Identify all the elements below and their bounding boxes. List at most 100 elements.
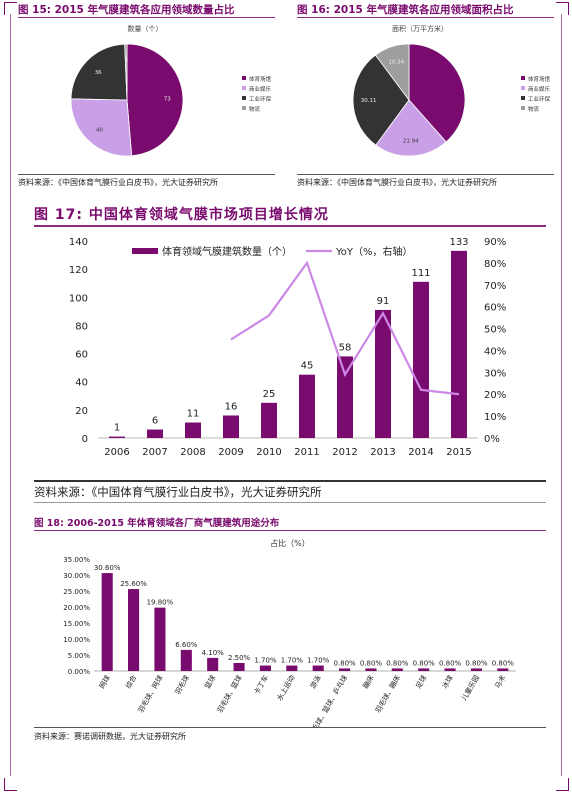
fig15-title: 图 15: 2015 年气膜建筑各应用领域数量占比 xyxy=(18,4,235,16)
fig17-x-tick: 2007 xyxy=(142,447,167,458)
fig18-title: 图 18: 2006-2015 年体育领域各厂商气膜建筑用途分布 xyxy=(34,518,280,529)
fig17-y2-tick: 60% xyxy=(484,303,506,314)
fig15-legend-swatch-3 xyxy=(242,96,246,100)
fig18-bar xyxy=(154,607,166,671)
fig18-y-tick: 30.00% xyxy=(63,572,90,580)
fig17-y-tick: 140 xyxy=(69,237,88,248)
fig16-title: 图 16: 2015 年气膜建筑各应用领域面积占比 xyxy=(297,4,514,16)
fig17-bar xyxy=(185,422,201,438)
corner-mark-bottom-left xyxy=(4,778,17,791)
fig18-y-tick: 10.00% xyxy=(63,636,90,644)
fig18-x-tick: 羽毛球、网球 xyxy=(136,674,165,715)
fig17-bottom-rule xyxy=(34,502,546,503)
fig18-bar-label: 0.80% xyxy=(439,659,462,667)
fig18-bar-chart: 占比（%） 0.00% 5.00% 10.00% 15.00% 20.00% 25.00%… xyxy=(63,538,516,728)
fig16-slice-4 xyxy=(374,43,410,102)
fig18-bar-label: 0.80% xyxy=(492,659,515,667)
fig16-slice-label-2: 21.94 xyxy=(403,138,419,144)
fig18-bar xyxy=(259,665,271,671)
fig17-x-tick: 2009 xyxy=(218,447,243,458)
fig18-bar-label: 30.60% xyxy=(94,564,121,572)
fig18-title-rule xyxy=(34,530,546,531)
fig15-slice-label-3: 36 xyxy=(95,70,102,76)
fig17-y2-tick: 80% xyxy=(484,259,506,270)
fig18-bar xyxy=(286,665,298,671)
fig15-legend-label-4: 物流 xyxy=(249,105,261,113)
fig16-legend-label-1: 体育场馆 xyxy=(528,75,551,83)
fig16-legend-label-3: 工业环保 xyxy=(528,95,551,103)
fig18-x-tick: 游泳 xyxy=(308,674,323,691)
fig17-bar xyxy=(413,281,429,438)
fig17-y-tick: 60 xyxy=(75,350,88,361)
fig18-chart-title: 占比（%） xyxy=(270,538,310,548)
fig18-x-tick: 羽毛球 xyxy=(173,674,191,697)
fig18-bar xyxy=(207,657,219,671)
fig17-y2-tick: 10% xyxy=(484,412,506,423)
fig17-source: 资料来源：《中国体育气膜行业白皮书》，光大证券研究所 xyxy=(34,485,322,499)
fig17-y2-tick: 30% xyxy=(484,368,506,379)
fig18-y-tick: 25.00% xyxy=(63,588,90,596)
fig16-source-rule xyxy=(297,174,554,175)
fig16-legend-label-4: 物流 xyxy=(528,105,540,113)
fig18-y-tick: 0.00% xyxy=(68,668,91,676)
fig15-legend-label-1: 体育场馆 xyxy=(249,75,272,83)
fig15-source: 资料来源：《中国体育气膜行业白皮书》，光大证券研究所 xyxy=(18,178,218,187)
fig17-bar xyxy=(223,415,239,438)
fig17-x-tick: 2008 xyxy=(180,447,205,458)
fig17-y2-tick: 90% xyxy=(484,237,506,248)
fig17-y-tick: 40 xyxy=(75,378,88,389)
fig17-bar-label: 16 xyxy=(225,401,238,412)
fig18-bar xyxy=(180,649,192,671)
fig16-legend-swatch-4 xyxy=(521,106,525,110)
fig18-bar xyxy=(365,668,377,671)
left-margin-rule xyxy=(10,14,11,776)
fig15-legend-swatch-4 xyxy=(242,106,246,110)
fig16-slice-label-4: 10.34 xyxy=(388,60,404,66)
fig17-y-tick: 120 xyxy=(69,265,88,276)
fig17-legend-bar-label: 体育领域气膜建筑数量（个） xyxy=(162,245,292,258)
fig16-chart-title: 面积（万平方米） xyxy=(392,24,448,33)
fig17-bar-label: 25 xyxy=(263,389,276,400)
fig15-slice-3 xyxy=(70,43,128,101)
fig17-x-tick: 2012 xyxy=(332,447,357,458)
fig15-slice-label-1: 73 xyxy=(164,96,171,102)
fig16-legend-swatch-3 xyxy=(521,96,525,100)
fig17-bar xyxy=(147,429,163,438)
fig17-legend-bar-swatch xyxy=(132,248,158,254)
fig17-bar xyxy=(109,436,125,438)
fig15-slice-4 xyxy=(124,43,128,101)
fig17-yoy-line xyxy=(230,260,460,396)
fig18-x-tick: 羽毛球、篮球 xyxy=(215,674,244,715)
fig18-bar-label: 1.70% xyxy=(307,657,330,665)
fig18-bar-label: 0.80% xyxy=(465,659,488,667)
fig18-x-tick: 水上运动 xyxy=(275,674,297,703)
fig17-x-tick: 2011 xyxy=(294,447,319,458)
fig18-x-tick: 网球 xyxy=(97,674,112,691)
fig18-bar-label: 0.80% xyxy=(413,659,436,667)
fig16-legend-swatch-1 xyxy=(521,76,525,80)
fig18-bar-label: 2.50% xyxy=(228,654,251,662)
fig18-x-tick: 儿童乐园 xyxy=(459,674,481,703)
fig17-bar-label: 91 xyxy=(377,296,390,307)
fig17-y2-tick: 20% xyxy=(484,390,506,401)
fig18-x-tick: 羽毛球、蹦床 xyxy=(373,674,402,715)
fig18-source: 资料来源：赛诺调研数据，光大证券研究所 xyxy=(34,732,186,741)
fig17-bar-label: 58 xyxy=(339,342,352,353)
fig18-bar xyxy=(470,668,482,671)
fig17-bar-label: 133 xyxy=(449,237,468,248)
fig18-bar-label: 1.70% xyxy=(254,657,277,665)
fig17-bar-label: 45 xyxy=(301,361,314,372)
fig18-bar-label: 25.60% xyxy=(120,580,147,588)
fig18-bar xyxy=(312,665,324,671)
fig16-source: 资料来源：《中国体育气膜行业白皮书》，光大证券研究所 xyxy=(297,178,497,187)
fig16-slice-3 xyxy=(352,54,410,146)
fig18-bar-label: 0.80% xyxy=(360,659,383,667)
fig17-title-rule xyxy=(34,225,546,227)
right-margin-rule xyxy=(561,14,562,776)
fig17-bar xyxy=(375,309,391,438)
fig18-bar-label: 4.10% xyxy=(202,649,225,657)
fig17-bar-label: 1 xyxy=(114,423,120,434)
fig17-bar-label: 6 xyxy=(152,416,158,427)
